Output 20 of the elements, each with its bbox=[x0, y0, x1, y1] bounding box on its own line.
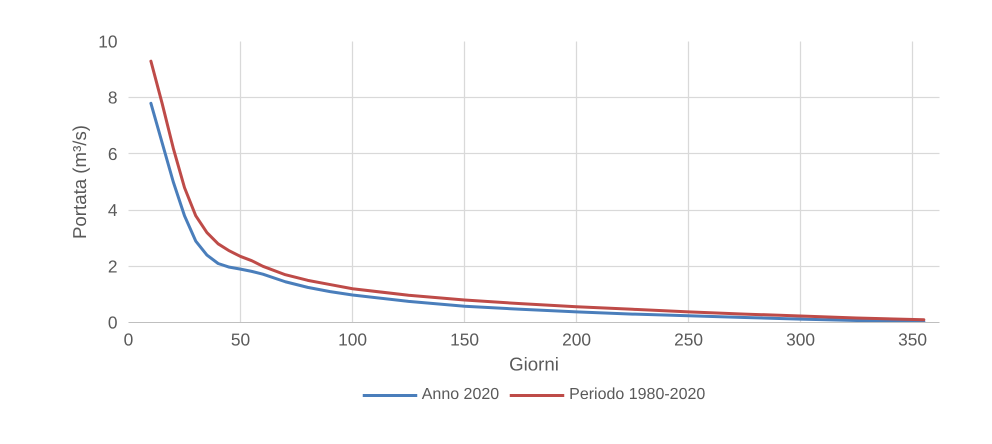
x-tick-label: 150 bbox=[450, 330, 480, 350]
line-series bbox=[149, 60, 926, 322]
y-tick-label: 4 bbox=[108, 200, 118, 220]
x-tick-label: 50 bbox=[230, 330, 250, 350]
line-series bbox=[149, 102, 926, 322]
y-tick-label: 2 bbox=[108, 256, 118, 276]
y-tick-label: 6 bbox=[108, 144, 118, 164]
legend-label: Periodo 1980-2020 bbox=[569, 386, 706, 404]
x-tick-label: 350 bbox=[898, 330, 928, 350]
x-tick-label: 200 bbox=[562, 330, 592, 350]
legend-label: Anno 2020 bbox=[422, 386, 500, 404]
y-tick-label: 0 bbox=[108, 312, 118, 332]
x-tick-label: 250 bbox=[674, 330, 704, 350]
x-axis-title: Giorni bbox=[509, 354, 559, 374]
x-tick-label: 300 bbox=[786, 330, 816, 350]
x-tick-label: 100 bbox=[338, 330, 367, 350]
y-tick-label: 10 bbox=[98, 32, 118, 52]
y-axis-title: Portata (m³/s) bbox=[69, 124, 90, 240]
y-tick-label: 8 bbox=[108, 88, 118, 108]
x-tick-label: 0 bbox=[124, 330, 134, 350]
